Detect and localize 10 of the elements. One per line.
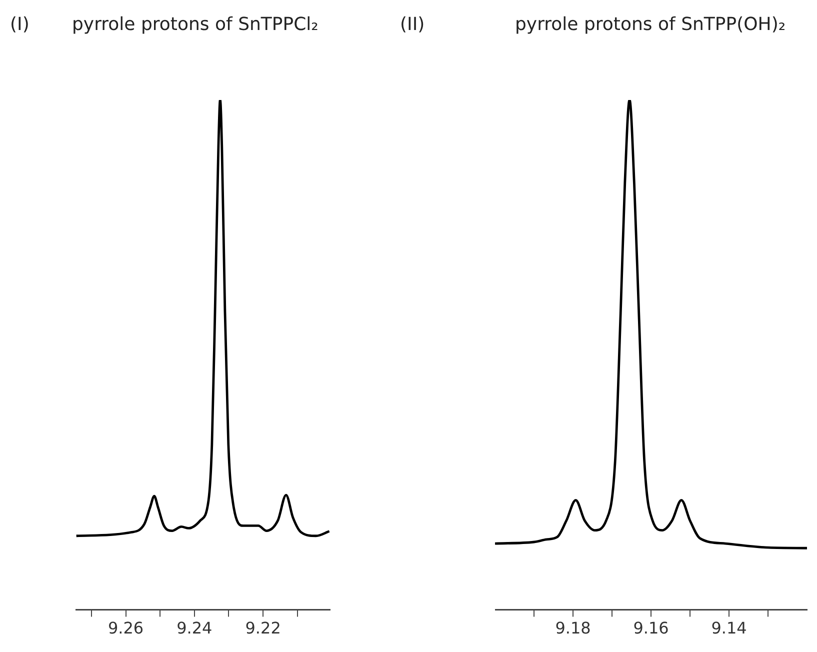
chart-subtitle: pyrrole protons of SnTPPCl₂ — [72, 14, 318, 35]
chart-title: (II) — [400, 14, 425, 35]
chart-title: (I) — [10, 14, 30, 35]
x-tick-label: 9.24 — [176, 618, 212, 638]
x-tick-label: 9.18 — [555, 618, 591, 638]
x-tick-label: 9.22 — [245, 618, 281, 638]
x-tick-label: 9.26 — [108, 618, 144, 638]
chart-subtitle: pyrrole protons of SnTPP(OH)₂ — [515, 14, 786, 35]
x-tick-label: 9.16 — [633, 618, 669, 638]
x-tick-label: 9.14 — [711, 618, 747, 638]
